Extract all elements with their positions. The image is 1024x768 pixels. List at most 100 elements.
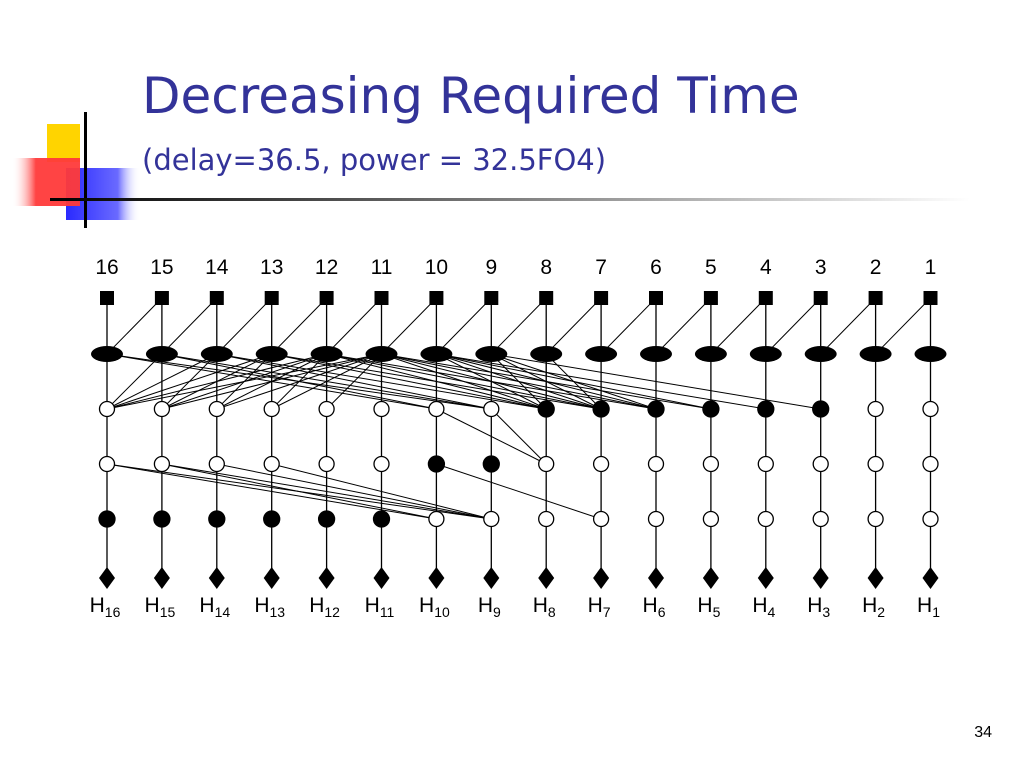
edge-9 <box>600 297 657 355</box>
row-2-node-8 <box>483 400 500 418</box>
row-2-node-10 <box>592 400 610 418</box>
row-3-node-7 <box>427 455 446 473</box>
row-4-node-15 <box>867 510 884 528</box>
input-label-7: 7 <box>595 256 607 279</box>
edge-3 <box>271 297 327 355</box>
row-4-node-2 <box>153 510 171 528</box>
edge-41 <box>106 353 163 410</box>
edge-63 <box>106 463 492 520</box>
input-row-node-13 <box>758 291 773 305</box>
input-row-node-16 <box>923 291 938 305</box>
input-row-node-9 <box>539 291 554 305</box>
input-row-node-3 <box>209 291 224 305</box>
row-4-node-6 <box>372 510 391 528</box>
ellipse-row-node-1 <box>91 346 123 362</box>
row-4-node-13 <box>757 510 774 528</box>
ellipse-row-node-10 <box>585 346 618 362</box>
row-3-node-13 <box>757 455 774 473</box>
row-4-node-9 <box>538 510 555 528</box>
row-3-node-4 <box>263 455 280 473</box>
input-label-3: 3 <box>815 256 827 279</box>
output-label-H9: H9 <box>478 594 501 620</box>
edge-12 <box>765 297 822 355</box>
input-label-11: 11 <box>371 256 393 279</box>
input-row-node-12 <box>703 291 718 305</box>
edge-65 <box>216 463 492 520</box>
ellipse-row-node-3 <box>200 346 233 362</box>
row-2-node-2 <box>153 400 171 418</box>
edge-35 <box>491 353 821 410</box>
edge-47 <box>161 353 272 410</box>
output-label-H5: H5 <box>697 594 720 620</box>
row-4-node-12 <box>702 510 720 528</box>
output-label-H11: H11 <box>365 594 395 620</box>
page-number: 34 <box>974 724 992 741</box>
input-label-13: 13 <box>260 256 283 279</box>
output-row-node-2 <box>153 567 170 589</box>
edge-61 <box>106 463 437 520</box>
input-label-2: 2 <box>870 256 882 279</box>
row-2-node-11 <box>647 400 665 418</box>
input-row-node-6 <box>374 291 389 305</box>
row-2-node-3 <box>208 400 225 418</box>
row-4-node-16 <box>922 510 939 528</box>
row-3-node-5 <box>318 455 335 473</box>
edge-1 <box>161 297 218 355</box>
row-3-node-8 <box>482 455 500 473</box>
output-row-node-13 <box>757 567 774 589</box>
output-label-H2: H2 <box>862 594 885 620</box>
edge-10 <box>655 297 712 355</box>
edge-0 <box>106 297 163 355</box>
output-label-H15: H15 <box>145 594 176 620</box>
row-3-node-9 <box>538 455 555 473</box>
edge-46 <box>161 353 218 410</box>
edge-7 <box>490 297 547 355</box>
input-label-10: 10 <box>425 256 448 279</box>
deco-yellow-square <box>47 124 80 162</box>
input-row-node-2 <box>154 291 169 305</box>
row-2-node-13 <box>757 400 775 418</box>
output-label-H1: H1 <box>917 594 940 620</box>
ellipse-row-node-7 <box>420 346 453 362</box>
input-row-node-8 <box>484 291 499 305</box>
output-row-node-16 <box>922 567 939 589</box>
row-4-node-14 <box>812 510 829 528</box>
row-4-node-7 <box>428 510 445 528</box>
output-row-node-6 <box>373 567 390 589</box>
output-row-node-7 <box>428 567 445 589</box>
row-4-node-10 <box>592 510 610 528</box>
diagram-edges <box>106 297 932 578</box>
edge-64 <box>161 463 492 520</box>
input-label-6: 6 <box>650 256 662 279</box>
row-2-node-12 <box>702 400 720 418</box>
input-row-node-15 <box>868 291 883 305</box>
output-row-node-14 <box>812 567 829 589</box>
input-label-8: 8 <box>540 256 552 279</box>
deco-vertical-rule <box>84 112 87 228</box>
row-4-node-8 <box>483 510 500 528</box>
row-2-node-1 <box>98 400 116 418</box>
row-2-node-9 <box>537 400 555 418</box>
edge-33 <box>436 353 711 410</box>
edge-66 <box>271 463 492 520</box>
input-label-15: 15 <box>150 256 173 279</box>
row-4-node-1 <box>98 510 116 528</box>
row-4-node-11 <box>647 510 665 528</box>
input-label-16: 16 <box>95 256 118 279</box>
input-row-node-11 <box>649 291 663 305</box>
edge-4 <box>326 297 382 355</box>
ellipse-row-node-11 <box>640 346 672 362</box>
edge-58 <box>436 408 547 465</box>
output-label-H14: H14 <box>199 594 230 620</box>
ellipse-row-node-6 <box>365 346 398 362</box>
edge-29 <box>381 353 657 410</box>
ellipse-row-node-16 <box>914 346 947 362</box>
edge-5 <box>381 297 437 355</box>
edge-32 <box>381 353 711 410</box>
row-3-node-6 <box>373 455 390 473</box>
output-row-node-9 <box>538 567 555 589</box>
diagram-nodes <box>91 291 947 589</box>
row-3-node-1 <box>98 455 116 473</box>
row-4-node-4 <box>263 510 281 528</box>
row-3-node-14 <box>812 455 829 473</box>
